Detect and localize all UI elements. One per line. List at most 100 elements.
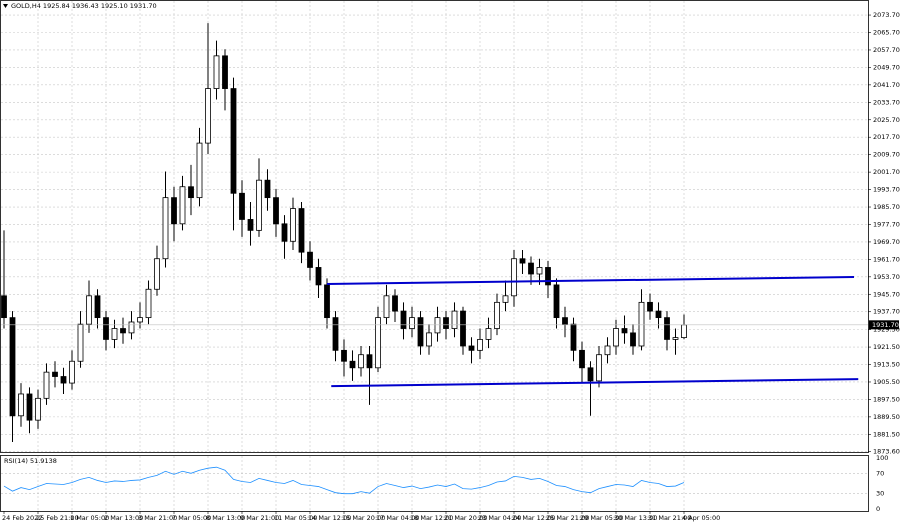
candle-body — [638, 301, 645, 347]
candle-body — [179, 186, 186, 225]
y-tick-label: 1873.60 — [873, 448, 900, 456]
x-tick-label: 1 Mar 05:00 — [70, 514, 109, 522]
x-tick-label: 8 Mar 13:00 — [206, 514, 245, 522]
candle-body — [511, 258, 517, 297]
x-tick-label: 2 Mar 13:00 — [104, 514, 143, 522]
candle-body — [349, 360, 356, 369]
candle-body — [647, 301, 653, 312]
candle-body — [128, 321, 135, 334]
candle-body — [69, 360, 75, 384]
y-tick-label: 2017.70 — [873, 133, 900, 141]
x-tick-label: 15 Mar 20:00 — [342, 514, 385, 522]
candle-body — [111, 328, 118, 340]
x-tick-label: 4 Apr 05:00 — [682, 514, 720, 522]
candle-body — [43, 371, 50, 399]
candle-body — [587, 367, 594, 382]
main-frame — [0, 0, 869, 453]
y-tick-label: 2001.70 — [873, 168, 900, 176]
x-tick-label: 31 Mar 21:00 — [648, 514, 691, 522]
x-tick-label: 25 Feb 21:00 — [36, 514, 79, 522]
candle-body — [460, 310, 466, 347]
y-tick-label: 1961.70 — [873, 255, 900, 263]
y-tick-label: 2065.70 — [873, 29, 900, 37]
candle-body — [86, 295, 92, 325]
candle-body — [664, 317, 670, 340]
candle-body — [239, 192, 245, 220]
candle-body — [553, 284, 560, 319]
y-tick-label: 2033.70 — [873, 98, 900, 106]
rsi-line — [3, 466, 685, 495]
x-tick-label: 21 Mar 20:00 — [444, 514, 487, 522]
candle-body — [77, 323, 84, 362]
last-price-label: 1931.70 — [872, 321, 899, 329]
y-tick-label: 1913.50 — [873, 361, 900, 369]
candle-body — [281, 223, 288, 242]
last-price-tag — [869, 320, 899, 330]
candle-body — [579, 349, 585, 369]
indicator-tick-label: 0 — [876, 505, 880, 513]
candle-body — [35, 397, 41, 421]
y-tick-label: 1929.50 — [873, 326, 900, 334]
candle-body — [681, 324, 687, 339]
indicator-tick-label: 30 — [876, 490, 884, 498]
candle-body — [154, 258, 160, 290]
candle-body — [18, 393, 24, 417]
candle-body — [273, 197, 279, 225]
y-tick-label: 2057.70 — [873, 46, 900, 54]
y-tick-label: 1897.50 — [873, 395, 900, 403]
candle-body — [545, 267, 551, 286]
y-tick-label: 2009.70 — [873, 151, 900, 159]
candle-body — [621, 328, 628, 334]
y-tick-label: 1937.70 — [873, 308, 900, 316]
y-tick-label: 1889.50 — [873, 413, 900, 421]
candle-body — [94, 295, 101, 319]
candle-body — [468, 345, 475, 351]
x-tick-label: 30 Mar 13:00 — [614, 514, 657, 522]
candle-body — [604, 345, 611, 356]
chart-title: GOLD,H4 1925.84 1936.43 1925.10 1931.70 — [11, 2, 157, 10]
x-tick-label: 14 Mar 12:00 — [308, 514, 351, 522]
candle-body — [630, 332, 636, 347]
indicator-title: RSI(14) 51.9138 — [4, 457, 57, 465]
candle-body — [392, 295, 398, 312]
x-tick-label: 11 Mar 05:00 — [274, 514, 317, 522]
indicator-tick-label: 70 — [876, 469, 884, 477]
candle-body — [103, 317, 109, 340]
candle-body — [528, 262, 534, 275]
indicator-tick-label: 100 — [876, 454, 888, 462]
x-tick-label: 3 Mar 21:00 — [138, 514, 177, 522]
candle-body — [222, 55, 228, 89]
candle-body — [120, 328, 126, 334]
candle-body — [1, 295, 7, 319]
x-tick-label: 7 Mar 05:00 — [172, 514, 211, 522]
candle-body — [451, 310, 458, 329]
y-tick-label: 1953.70 — [873, 273, 900, 281]
x-tick-label: 23 Mar 04:00 — [478, 514, 521, 522]
x-tick-label: 24 Mar 12:00 — [512, 514, 555, 522]
candle-body — [315, 267, 322, 286]
x-tick-label: 18 Mar 12:00 — [410, 514, 453, 522]
y-tick-label: 1993.70 — [873, 186, 900, 194]
candle-body — [434, 317, 441, 334]
candle-body — [264, 179, 271, 199]
y-tick-label: 2049.70 — [873, 63, 900, 71]
candle-body — [375, 317, 381, 369]
y-tick-label: 1977.70 — [873, 220, 900, 228]
candle-body — [26, 393, 33, 421]
menu-icon — [3, 4, 8, 8]
candle-body — [366, 354, 373, 369]
x-tick-label: 29 Mar 05:00 — [580, 514, 623, 522]
x-tick-label: 17 Mar 04:00 — [376, 514, 419, 522]
x-tick-label: 25 Mar 21:00 — [546, 514, 589, 522]
candle-body — [60, 376, 67, 384]
candle-body — [213, 55, 220, 89]
candle-body — [494, 301, 500, 329]
candle-body — [324, 284, 330, 319]
candle-body — [332, 317, 339, 351]
y-tick-label: 2041.70 — [873, 81, 900, 89]
candle-body — [502, 295, 509, 303]
candle-body — [519, 258, 526, 264]
candle-body — [341, 349, 347, 362]
